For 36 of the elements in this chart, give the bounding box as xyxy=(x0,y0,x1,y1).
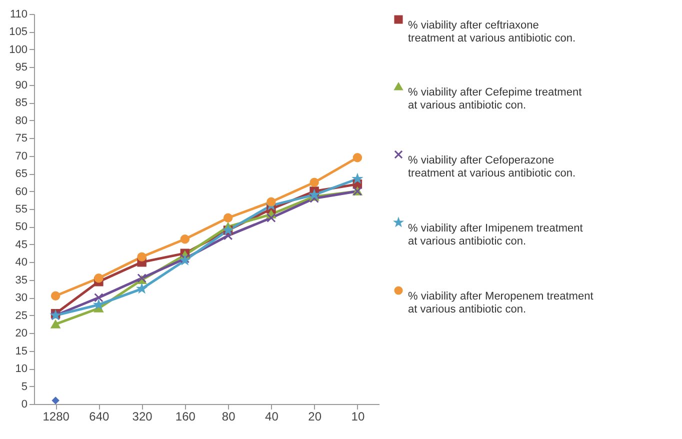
y-tick-label: 50 xyxy=(15,221,28,234)
y-tick-label: 5 xyxy=(21,380,28,393)
legend-label: % viability after Cefoperazone treatment at various antibiotic con. xyxy=(408,154,576,180)
y-tick-label: 75 xyxy=(15,132,28,145)
x-tick-label: 80 xyxy=(222,410,236,424)
y-tick-label: 110 xyxy=(10,8,28,20)
y-tick-label: 95 xyxy=(15,62,28,74)
y-tick-label: 45 xyxy=(15,238,28,251)
y-tick-label: 20 xyxy=(15,328,28,340)
y-tick-label: 100 xyxy=(9,44,28,56)
x-tick-label: 1280 xyxy=(42,410,70,424)
y-tick-label: 80 xyxy=(15,114,28,127)
y-tick-label: 60 xyxy=(15,186,28,198)
x-tick-label: 10 xyxy=(351,410,365,424)
y-tick-label: 10 xyxy=(15,363,28,376)
legend-label: % viability after Cefepime treatment at various antibiotic con. xyxy=(408,86,582,112)
y-tick-label: 70 xyxy=(15,150,28,162)
legend-label: % viability after Imipenem treatment at various antibiotic con. xyxy=(408,222,583,248)
x-tick-label: 40 xyxy=(265,410,279,424)
y-tick-label: 30 xyxy=(15,292,28,304)
x-tick-label: 640 xyxy=(89,410,110,424)
y-tick-label: 15 xyxy=(15,345,28,358)
y-tick-label: 0 xyxy=(21,398,28,410)
y-tick-label: 55 xyxy=(15,204,28,216)
x-tick-label: 160 xyxy=(175,410,196,424)
x-tick-label: 20 xyxy=(308,410,322,424)
y-tick-label: 25 xyxy=(15,310,28,322)
x-tick-label: 320 xyxy=(132,410,153,424)
legend-label: % viability after Meropenem treatment at various antibiotic con. xyxy=(408,290,594,316)
y-tick-label: 35 xyxy=(15,274,28,286)
y-tick-label: 85 xyxy=(15,97,28,110)
y-tick-label: 105 xyxy=(9,26,28,38)
y-tick-label: 40 xyxy=(15,256,28,269)
legend-label: % viability after ceftriaxone treatment at various antibiotic con. xyxy=(408,20,576,44)
y-tick-label: 90 xyxy=(15,79,28,92)
y-tick-label: 65 xyxy=(15,168,28,180)
